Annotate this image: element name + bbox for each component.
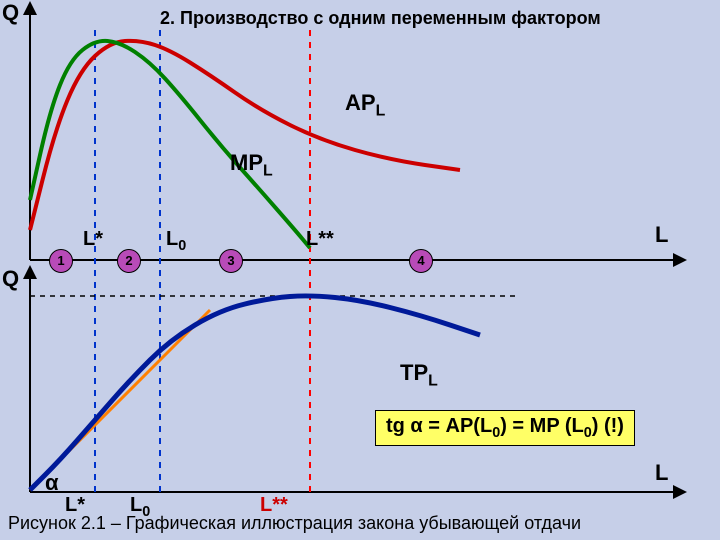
stage-4: 4 [409,249,433,273]
axis-q-bottom: Q [2,266,19,292]
label-mp: MPL [230,150,273,180]
label-tp: TPL [400,360,438,390]
label-ap: APL [345,90,385,120]
figure-caption: Рисунок 2.1 – Графическая иллюстрация за… [8,513,581,534]
top-label-lstarstar: L** [306,228,334,251]
axis-q-top: Q [2,0,19,26]
stage-3: 3 [219,249,243,273]
alpha-label: α [45,470,59,496]
stage-1: 1 [49,249,73,273]
diagram-root: 2. Производство с одним переменным факто… [0,0,720,540]
curve-MP [30,41,310,248]
top-axis-l: L [655,222,668,248]
top-label-lstar: L* [83,228,103,251]
top-label-l0: L0 [166,228,186,254]
curve-TP [30,296,480,490]
stage-2: 2 [117,249,141,273]
svg-layer [0,0,720,540]
page-title: 2. Производство с одним переменным факто… [160,8,601,29]
formula-box: tg α = AP(L0) = MP (L0) (!) [375,410,635,446]
bottom-axis-l: L [655,460,668,486]
